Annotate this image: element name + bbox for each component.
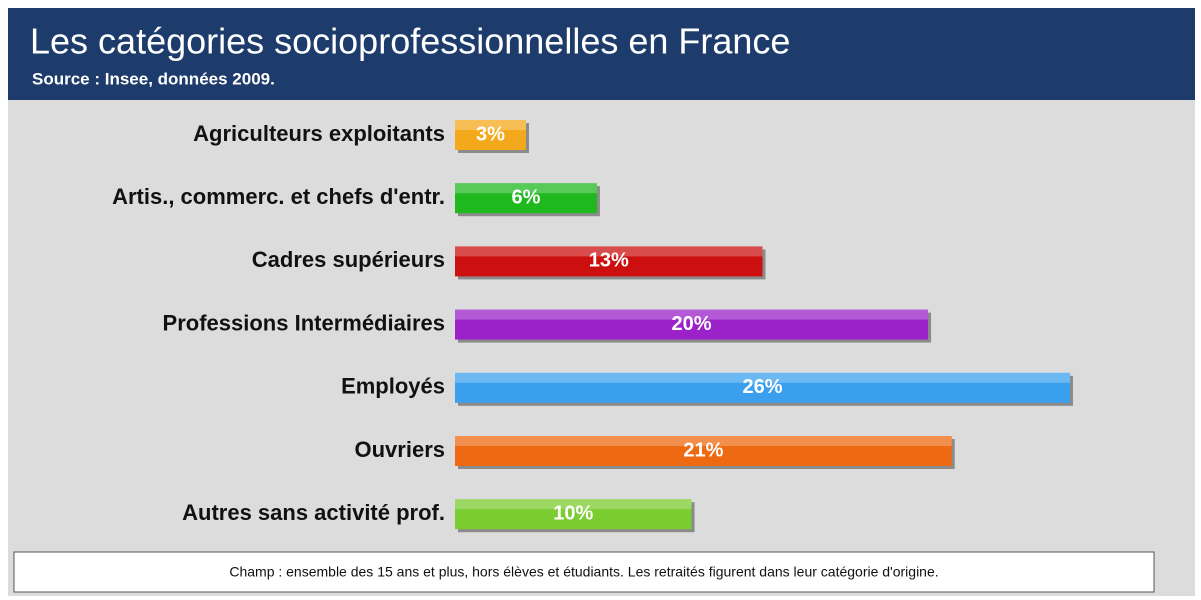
value-label: 13% <box>589 250 629 272</box>
chart-subtitle: Source : Insee, données 2009. <box>32 69 275 88</box>
value-label: 6% <box>512 186 541 208</box>
bar <box>455 246 763 277</box>
header <box>8 8 1195 100</box>
category-label: Ouvriers <box>355 437 446 462</box>
bar-gloss <box>455 436 952 446</box>
bar <box>455 499 692 530</box>
value-label: 3% <box>476 123 505 145</box>
value-label: 26% <box>742 376 782 398</box>
category-label: Cadres supérieurs <box>252 247 445 272</box>
note-box <box>13 551 1155 593</box>
note: Champ : ensemble des 15 ans et plus, hor… <box>229 564 938 580</box>
panel <box>8 8 1195 596</box>
bar-gloss <box>455 183 597 194</box>
category-label: Employés <box>341 374 445 399</box>
bar <box>455 183 597 214</box>
category-label: Autres sans activité prof. <box>182 500 445 525</box>
bar-gloss <box>455 372 1070 383</box>
bar-gloss <box>455 309 929 320</box>
value-label: 10% <box>553 502 593 524</box>
chart-title: Les catégories socioprofessionnelles en … <box>30 21 790 62</box>
bar <box>455 372 1070 403</box>
bar <box>455 309 929 340</box>
value-label: 21% <box>683 439 723 461</box>
bar <box>455 436 952 466</box>
category-label: Professions Intermédiaires <box>163 310 445 335</box>
bar-gloss <box>455 499 692 510</box>
bar <box>455 120 526 150</box>
bar-gloss <box>455 120 526 130</box>
bar-gloss <box>455 246 763 257</box>
category-label: Agriculteurs exploitants <box>193 121 445 146</box>
category-label: Artis., commerc. et chefs d'entr. <box>112 184 445 209</box>
value-label: 20% <box>672 313 712 335</box>
